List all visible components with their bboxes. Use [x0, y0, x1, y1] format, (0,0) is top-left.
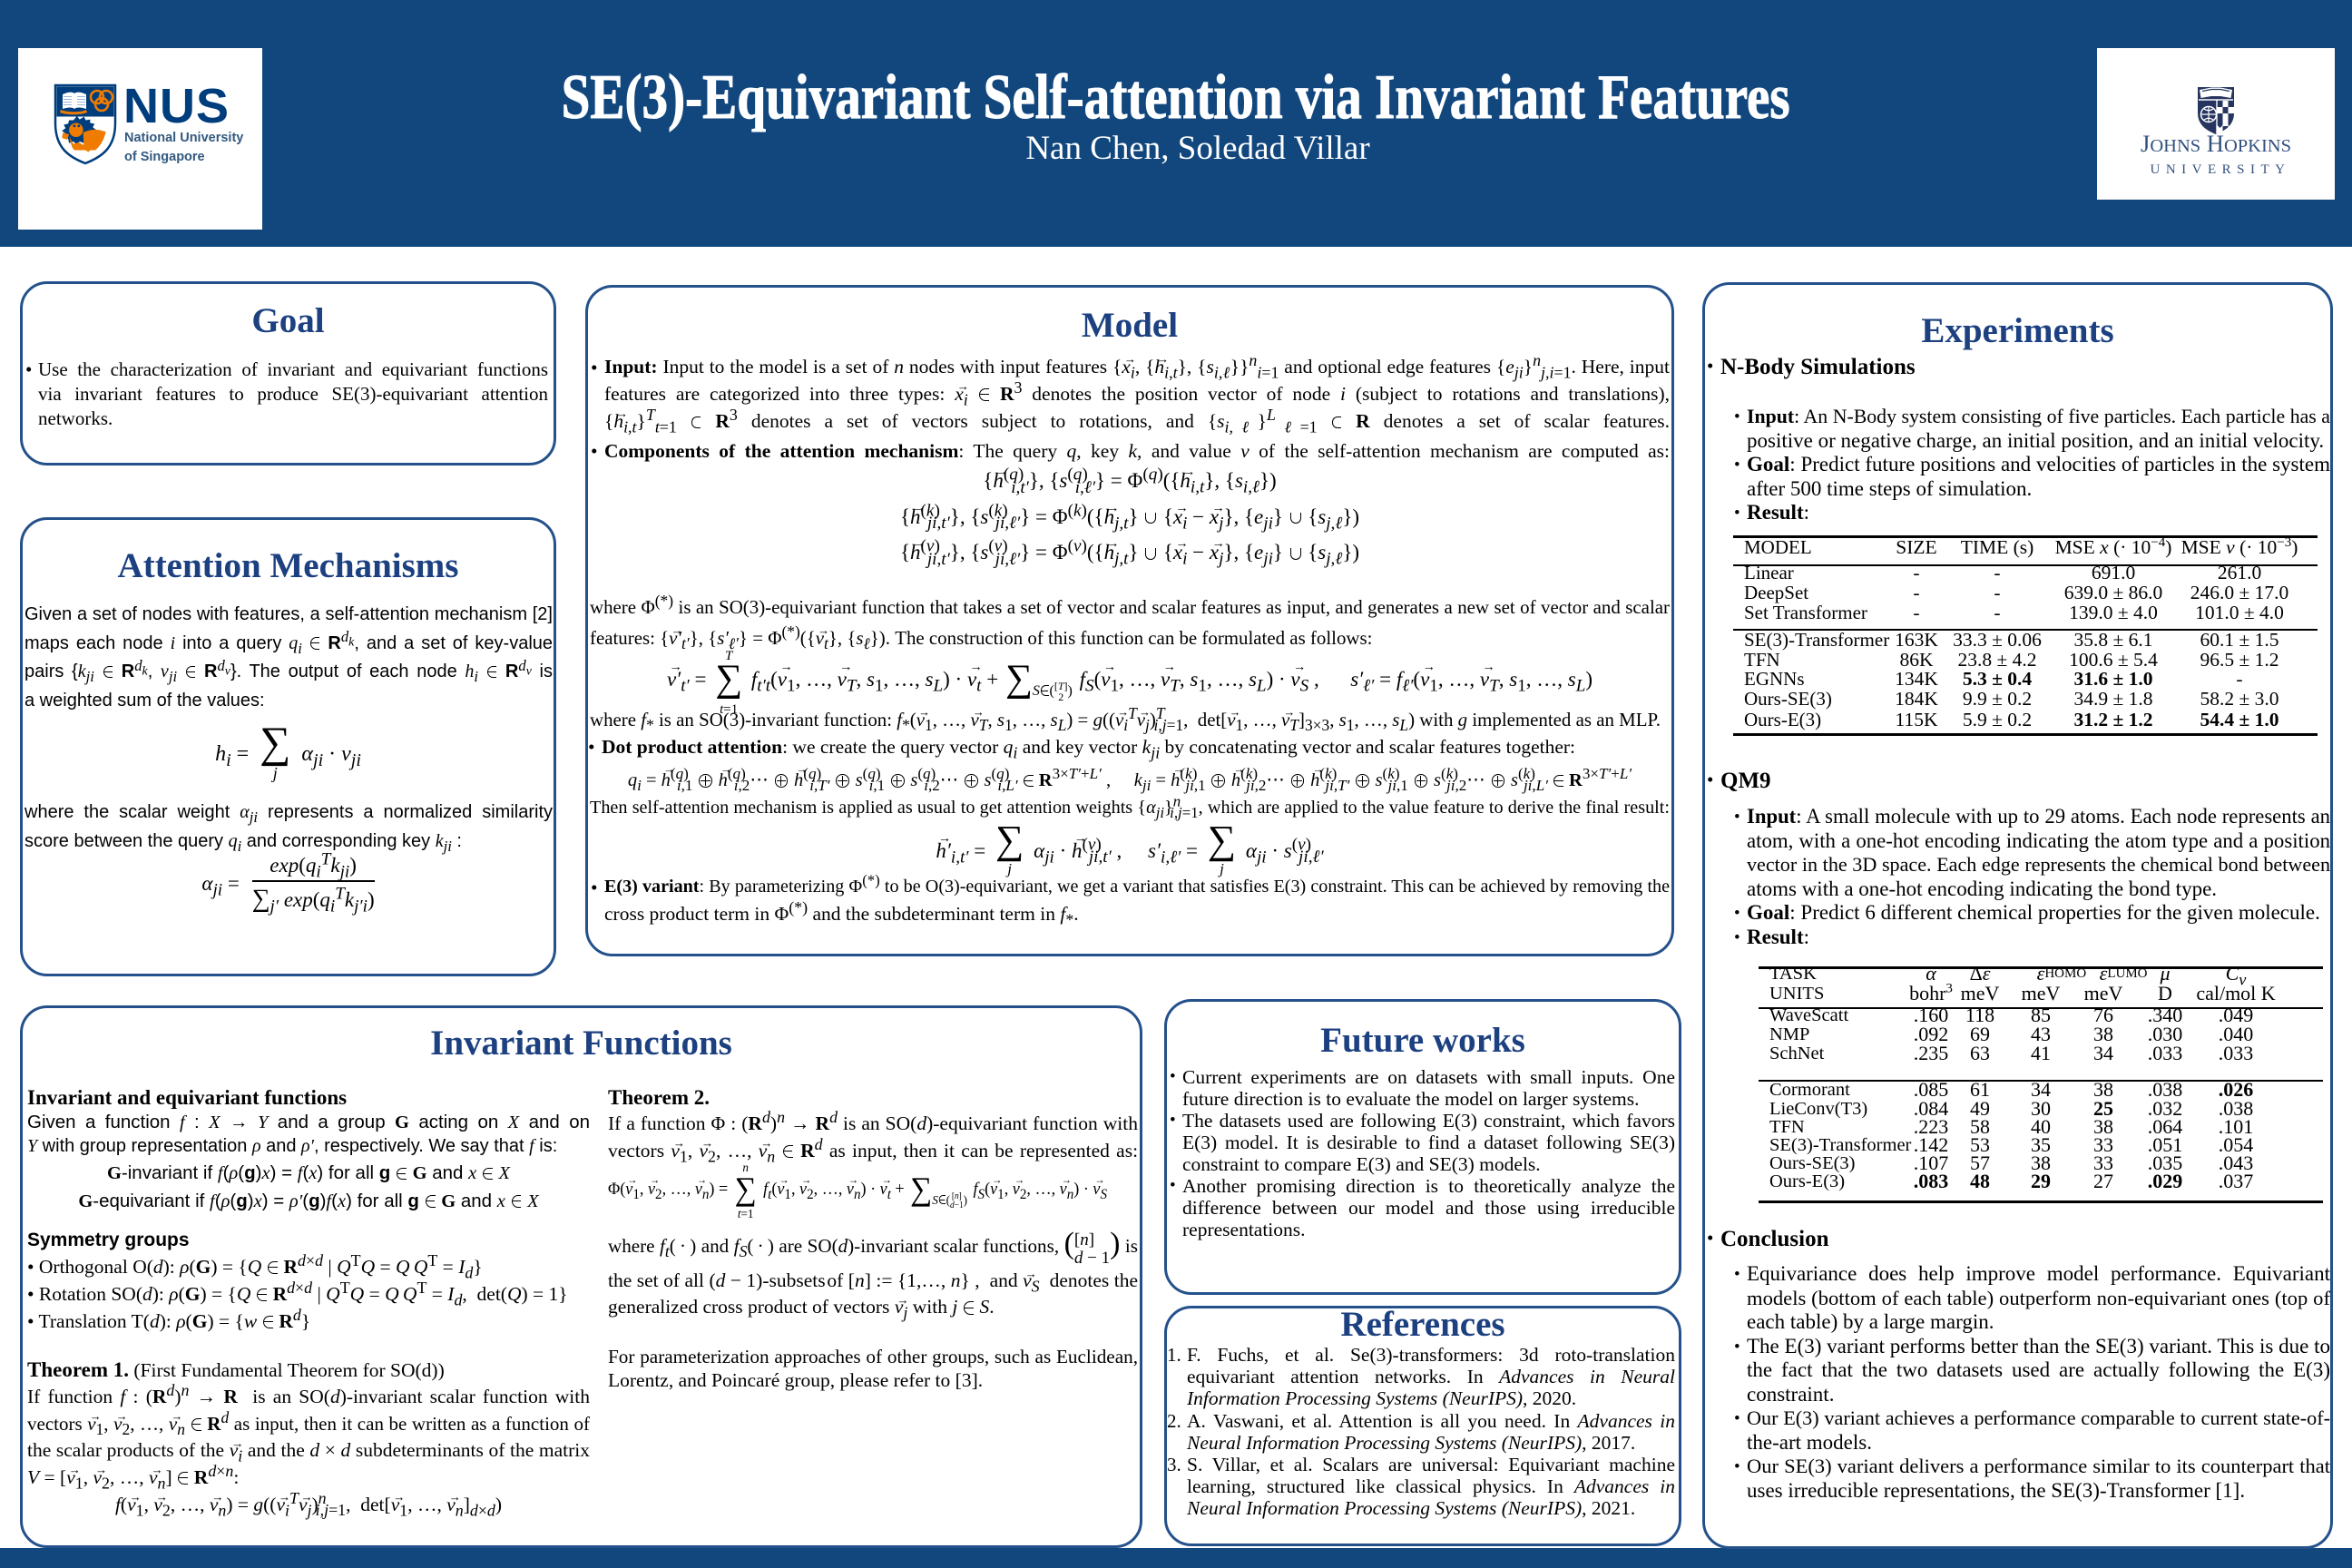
- svg-text:UNIVERSITY: UNIVERSITY: [2151, 162, 2291, 177]
- svg-text:of Singapore: of Singapore: [124, 150, 205, 164]
- svg-text:National University: National University: [124, 131, 243, 145]
- svg-text:JOHNS HOPKINS: JOHNS HOPKINS: [2141, 130, 2291, 157]
- svg-text:NUS: NUS: [123, 79, 230, 133]
